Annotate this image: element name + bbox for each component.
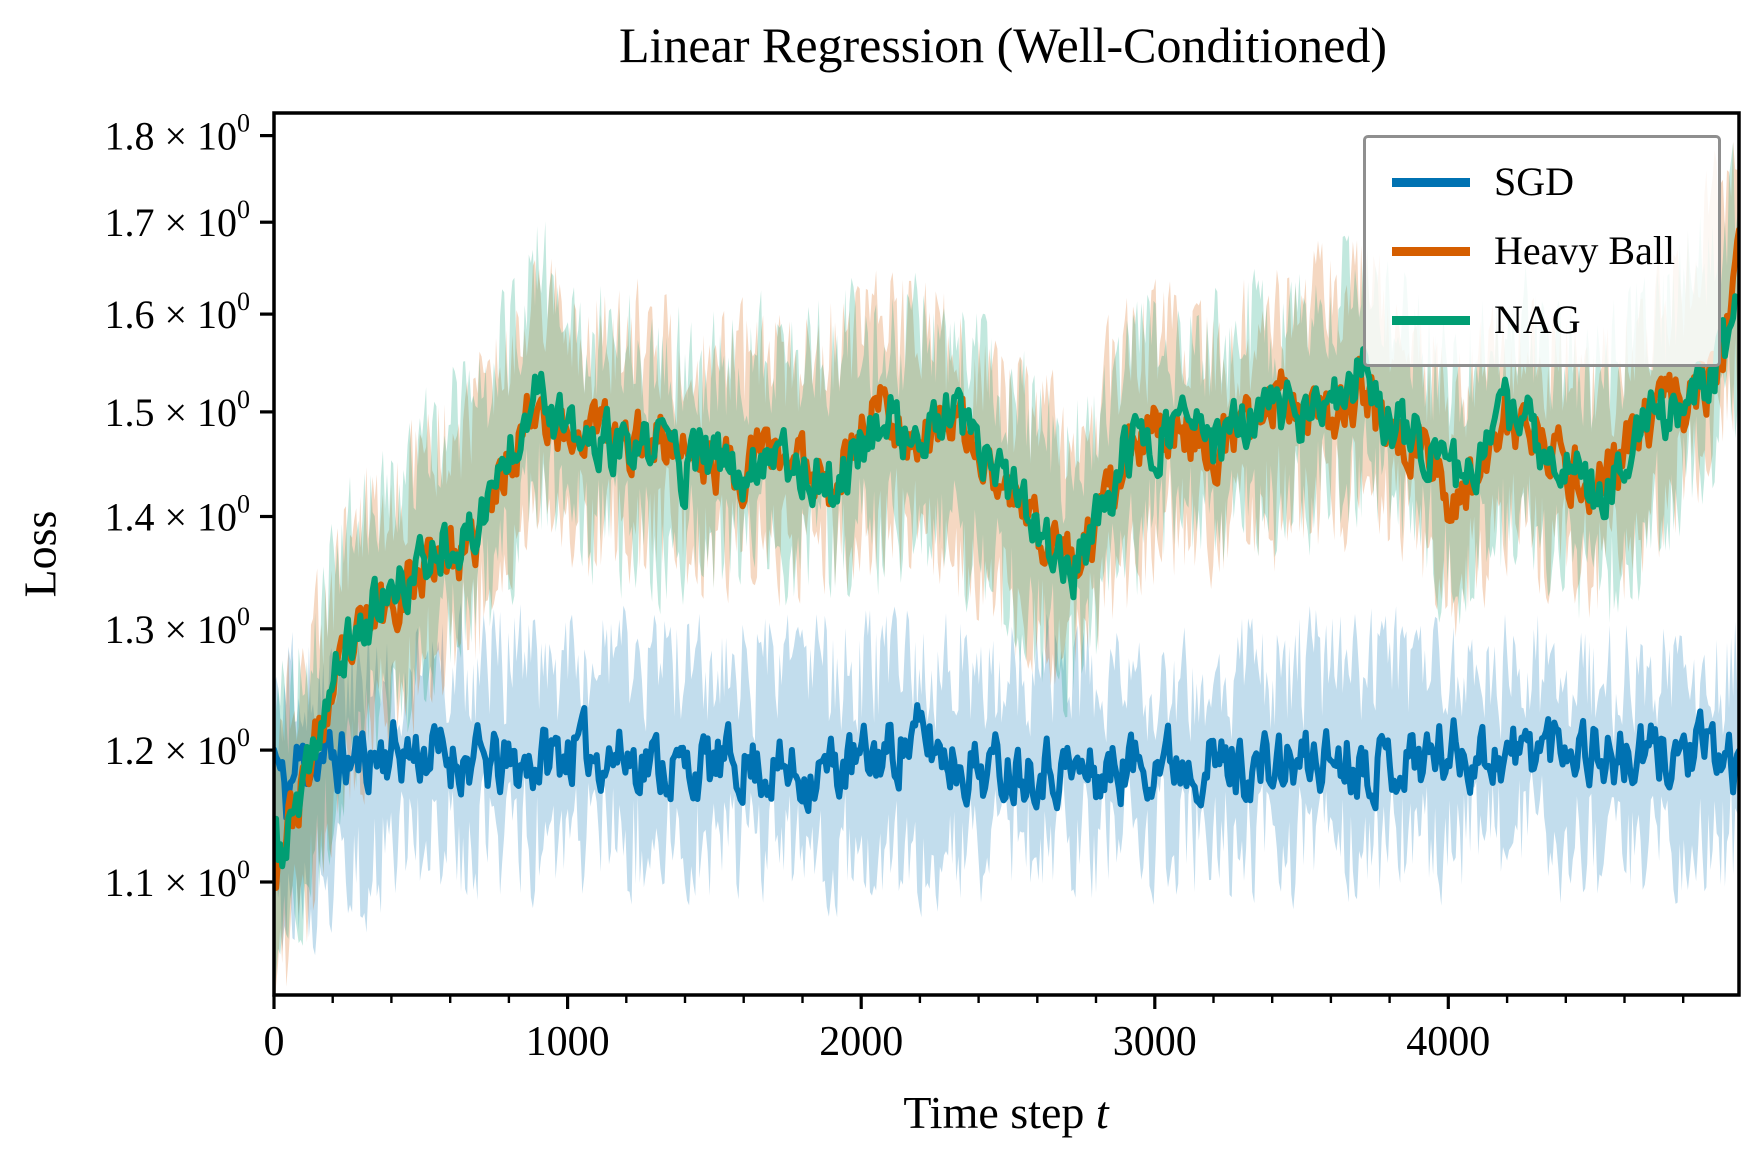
y-tick-label: 1.8 × 100: [104, 109, 250, 159]
legend-line-swatch: [1392, 315, 1470, 325]
x-tick-label: 4000: [1406, 1019, 1490, 1065]
legend-item-heavy-ball: Heavy Ball: [1392, 229, 1692, 273]
x-tick-label: 3000: [1113, 1019, 1197, 1065]
x-axis-label-text: Time step: [903, 1087, 1096, 1138]
line-nag: [274, 293, 1739, 870]
y-tick-label: 1.2 × 100: [104, 723, 250, 773]
legend-label: NAG: [1494, 297, 1581, 342]
legend-item-nag: NAG: [1392, 298, 1692, 342]
legend-line-swatch: [1392, 177, 1470, 187]
x-axis-label: Time step t: [903, 1086, 1108, 1139]
y-tick-label: 1.7 × 100: [104, 195, 250, 245]
legend: SGD Heavy Ball NAG: [1363, 135, 1721, 367]
x-tick-label: 1000: [526, 1019, 610, 1065]
x-tick-label: 2000: [819, 1019, 903, 1065]
x-tick-label: 0: [264, 1019, 285, 1065]
legend-item-sgd: SGD: [1392, 160, 1692, 204]
y-axis-label: Loss: [14, 510, 66, 598]
y-tick-label: 1.6 × 100: [104, 287, 250, 337]
legend-label: SGD: [1494, 159, 1575, 204]
x-axis-label-variable: t: [1095, 1087, 1109, 1138]
y-tick-label: 1.5 × 100: [104, 385, 250, 435]
chart-title: Linear Regression (Well-Conditioned): [619, 17, 1387, 73]
y-tick-label: 1.4 × 100: [104, 490, 250, 540]
plot-spines: [272, 111, 1741, 997]
y-tick-label: 1.3 × 100: [104, 602, 250, 652]
y-tick-label: 1.1 × 100: [104, 855, 250, 905]
legend-line-swatch: [1392, 246, 1470, 256]
legend-label: Heavy Ball: [1494, 228, 1676, 273]
line-sgd: [274, 702, 1739, 821]
series-lines: [274, 226, 1739, 891]
